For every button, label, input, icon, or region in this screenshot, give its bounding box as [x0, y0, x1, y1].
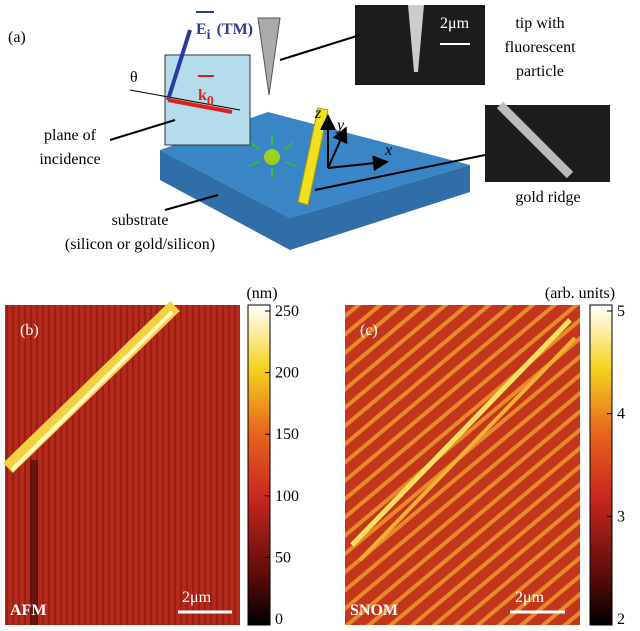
panel-label: (a)	[8, 29, 26, 46]
tip-text: tip with	[515, 15, 564, 32]
substrate-text: (silicon or gold/silicon)	[65, 236, 215, 253]
afm-shadow	[30, 460, 38, 625]
image-name: AFM	[10, 602, 46, 619]
ridge-inset	[485, 105, 610, 182]
ridge-text: gold ridge	[515, 189, 580, 206]
panel-c: (c) SNOM 2μm (arb. units)	[345, 285, 615, 625]
colorbar-tick-label: 5	[617, 303, 625, 320]
panel-label: (c)	[360, 322, 378, 339]
colorbar	[590, 305, 612, 625]
panel-a: (a) θ Ei(TM) k0 2μm tip with fluorescent…	[8, 5, 610, 253]
colorbar-unit: (nm)	[246, 285, 277, 302]
colorbar-tick-label: 2	[617, 611, 625, 628]
scale-label: 2μm	[515, 589, 545, 606]
snom-image	[345, 305, 580, 625]
plane-text: plane of	[44, 127, 97, 144]
colorbar-tick-label: 150	[275, 426, 299, 443]
colorbar-tick-label: 100	[275, 488, 299, 505]
tip	[258, 18, 280, 95]
axis-label: y	[335, 117, 345, 134]
figure: (a) θ Ei(TM) k0 2μm tip with fluorescent…	[0, 0, 640, 631]
colorbar-tick-label: 4	[617, 406, 625, 423]
tip-text: particle	[516, 63, 564, 80]
image-name: SNOM	[350, 602, 398, 619]
colorbar-tick-label: 3	[617, 508, 625, 525]
inset-scale: 2μm	[440, 15, 470, 32]
substrate-text: substrate	[112, 212, 169, 229]
colorbar-tick-label: 200	[275, 365, 299, 382]
colorbar	[248, 305, 270, 625]
field: Ei(TM)	[196, 21, 253, 43]
angle: θ	[130, 69, 138, 86]
colorbar-tick-label: 0	[275, 611, 283, 628]
colorbar-tick-label: 50	[275, 549, 291, 566]
tip-text: fluorescent	[504, 39, 576, 56]
panel-label: (b)	[20, 322, 39, 339]
colorbar-unit: (arb. units)	[545, 285, 615, 302]
plane-text: incidence	[39, 151, 100, 168]
particle	[264, 149, 280, 165]
scale-label: 2μm	[182, 589, 212, 606]
colorbar-tick-label: 250	[275, 303, 299, 320]
panel-b: (b) AFM 2μm (nm)	[5, 285, 278, 625]
axis-label: z	[314, 105, 322, 122]
axis-label: x	[384, 142, 392, 159]
